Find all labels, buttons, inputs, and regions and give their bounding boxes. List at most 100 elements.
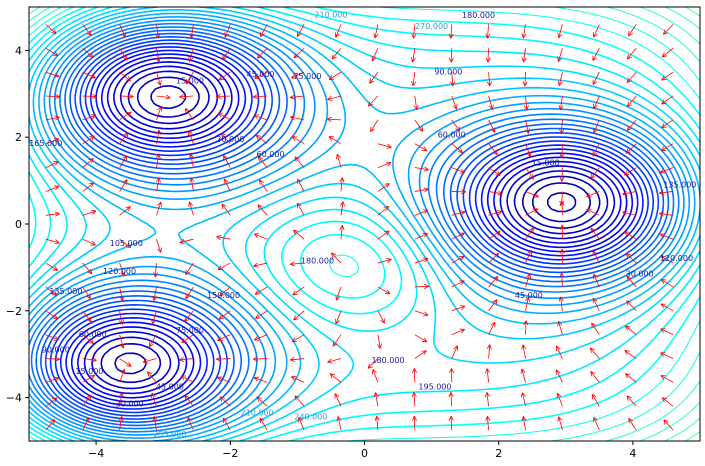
gradient-arrow xyxy=(411,392,417,407)
gradient-arrow xyxy=(218,310,231,320)
gradient-arrow xyxy=(82,262,93,275)
gradient-arrow xyxy=(253,376,268,383)
contour-label: 60.000 xyxy=(79,330,107,339)
gradient-arrow xyxy=(520,368,526,383)
gradient-arrow xyxy=(660,375,674,383)
gradient-arrow xyxy=(414,232,428,240)
gradient-arrow xyxy=(184,108,194,121)
contour-level xyxy=(83,61,622,395)
gradient-arrow xyxy=(450,72,456,87)
gradient-arrow xyxy=(156,71,162,86)
contour-labels: 15.000 30.000 45.000 60.000 75.000 90.000 105.… xyxy=(29,10,696,439)
gradient-arrow xyxy=(414,257,429,264)
gradient-arrow xyxy=(525,208,539,216)
gradient-arrow xyxy=(253,334,268,341)
gradient-arrow xyxy=(253,114,268,121)
gradient-arrow xyxy=(523,320,529,335)
gradient-arrow xyxy=(660,303,674,312)
gradient-arrow xyxy=(216,93,231,99)
gradient-arrow xyxy=(156,201,162,216)
gradient-arrow xyxy=(45,397,58,407)
gradient-arrow xyxy=(293,229,305,240)
gradient-arrow xyxy=(488,252,500,264)
gradient-arrow xyxy=(298,416,305,431)
contour-level xyxy=(91,65,616,390)
gradient-arrow xyxy=(328,71,342,80)
gradient-arrow xyxy=(626,95,637,108)
x-tick-label: 0 xyxy=(361,447,368,460)
gradient-arrow xyxy=(82,394,92,407)
gradient-arrow xyxy=(484,392,490,407)
contour-level xyxy=(65,49,639,407)
gradient-arrow xyxy=(590,167,600,179)
gradient-arrow xyxy=(327,95,342,101)
gradient-arrow xyxy=(328,136,342,145)
gradient-arrow xyxy=(118,416,124,431)
gradient-arrow xyxy=(626,119,637,131)
gradient-arrow xyxy=(557,24,563,39)
gradient-arrow xyxy=(188,153,194,168)
contour-level xyxy=(59,46,644,410)
gradient-arrow xyxy=(290,115,305,121)
gradient-arrow xyxy=(223,178,231,192)
gradient-arrow xyxy=(589,347,600,359)
x-tick-label: 2 xyxy=(495,447,502,460)
gradient-arrow xyxy=(414,119,424,132)
gradient-arrow xyxy=(184,394,194,407)
gradient-arrow xyxy=(411,415,417,431)
gradient-arrow xyxy=(336,416,342,431)
gradient-arrow xyxy=(45,115,60,121)
gradient-arrow xyxy=(367,95,379,107)
gradient-arrow xyxy=(377,334,383,349)
gradient-arrow xyxy=(410,48,416,63)
gradient-arrow xyxy=(374,415,380,431)
gradient-arrow xyxy=(414,283,429,289)
gradient-arrow xyxy=(488,210,503,216)
gradient-arrow xyxy=(155,24,161,39)
gradient-arrow xyxy=(592,48,600,61)
gradient-arrow xyxy=(45,137,60,145)
gradient-arrow xyxy=(488,95,494,110)
gradient-arrow xyxy=(371,48,379,62)
gradient-arrow xyxy=(255,310,268,319)
gradient-arrow xyxy=(153,263,159,278)
gradient-arrow xyxy=(660,352,674,359)
contour-label: 45.000 xyxy=(246,70,274,79)
contour-level xyxy=(29,12,696,441)
gradient-arrow xyxy=(329,373,342,383)
gradient-arrow xyxy=(179,94,194,100)
gradient-arrow xyxy=(559,248,565,264)
gradient-arrow xyxy=(119,206,131,216)
y-tick-label: 0 xyxy=(15,218,22,231)
gradient-arrow xyxy=(411,368,418,383)
contour-label: 105.000 xyxy=(110,239,143,248)
gradient-arrow xyxy=(119,358,132,367)
contour-level xyxy=(29,7,700,441)
gradient-arrow xyxy=(555,345,563,359)
gradient-arrow xyxy=(488,143,498,156)
gradient-arrow xyxy=(289,356,305,363)
contour-label: 60.000 xyxy=(257,150,285,159)
gradient-arrow xyxy=(414,334,428,343)
y-tick-label: 4 xyxy=(15,44,22,57)
gradient-arrow xyxy=(185,286,194,300)
contour-label: 30.000 xyxy=(116,400,144,409)
gradient-arrow xyxy=(216,234,231,240)
gradient-arrow xyxy=(488,119,496,133)
gradient-arrow xyxy=(45,238,60,245)
gradient-arrow xyxy=(119,334,125,349)
gradient-arrow xyxy=(82,238,96,246)
gradient-arrow xyxy=(486,72,492,87)
gradient-arrow xyxy=(663,419,674,431)
contour-level xyxy=(54,42,649,414)
gradient-arrow xyxy=(451,280,465,288)
gradient-arrow xyxy=(82,114,97,121)
gradient-arrow xyxy=(448,415,454,431)
gradient-arrow xyxy=(525,227,535,240)
gradient-arrow xyxy=(187,416,194,431)
contour-level xyxy=(29,7,700,441)
gradient-arrow xyxy=(82,158,94,168)
gradient-arrow xyxy=(259,179,268,192)
gradient-arrow xyxy=(257,156,268,168)
contour-level xyxy=(29,19,685,436)
